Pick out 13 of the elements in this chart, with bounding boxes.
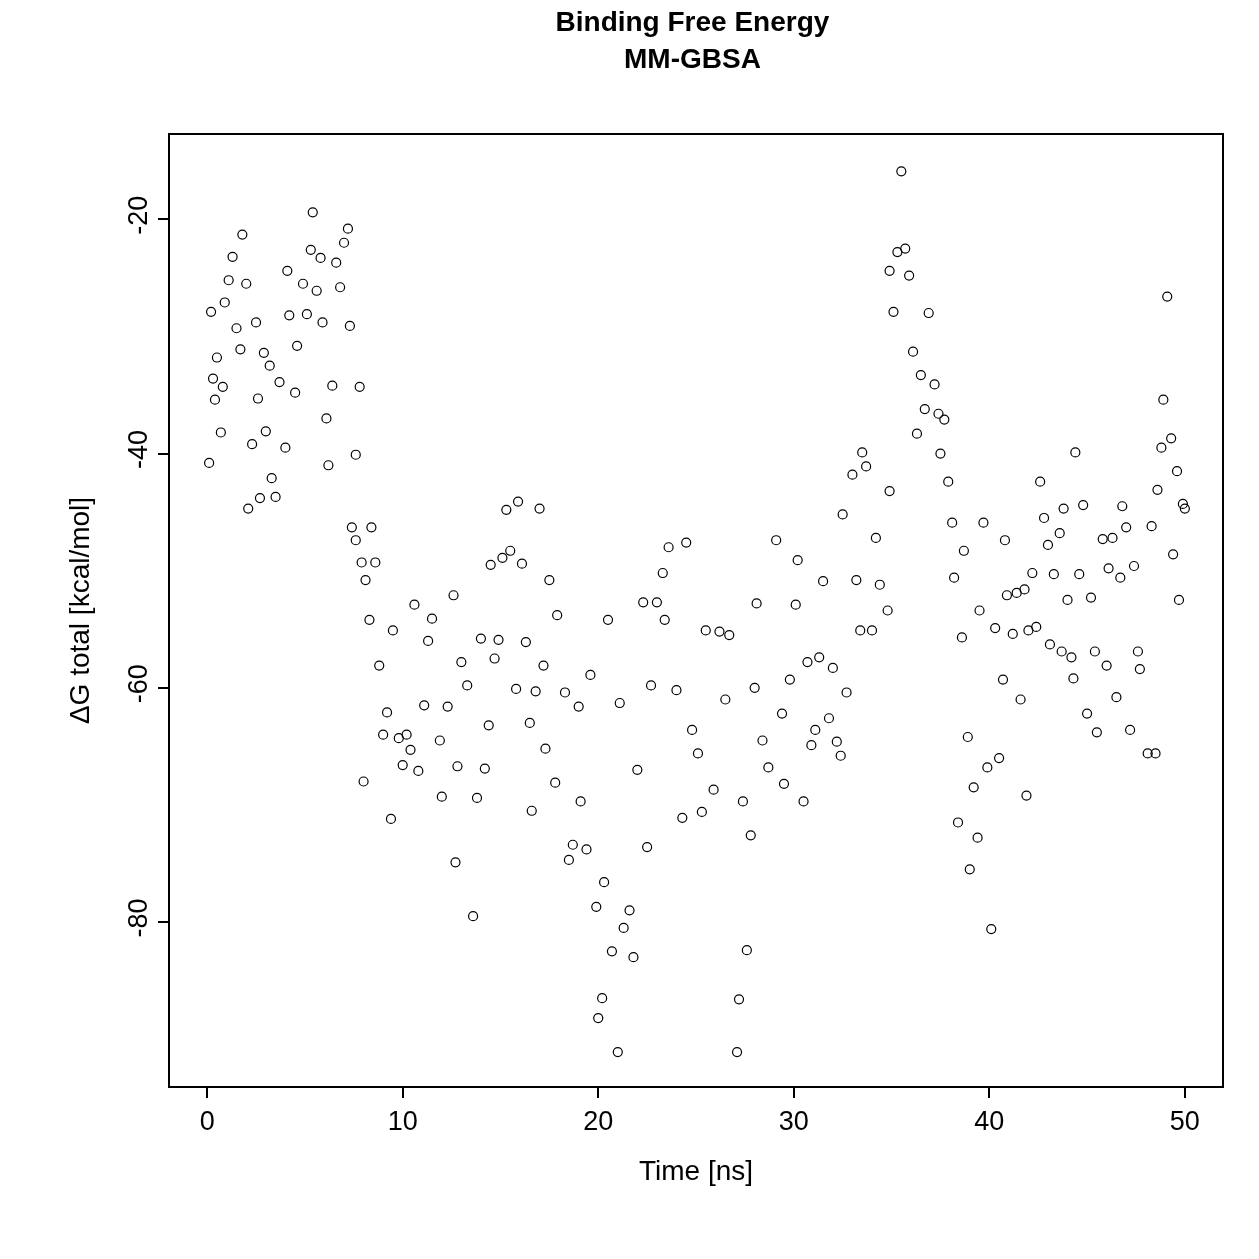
y-tick-label: -60 <box>123 664 154 704</box>
x-axis-title: Time [ns] <box>638 1155 754 1186</box>
x-tick-label: 50 <box>1169 1106 1200 1137</box>
y-tick-label: -80 <box>123 898 154 938</box>
y-axis-title: ΔG total [kcal/mol] <box>64 496 96 725</box>
y-tick-label: -40 <box>123 429 154 470</box>
x-tick-label: 30 <box>778 1106 809 1137</box>
x-tick-label: 20 <box>583 1106 614 1137</box>
x-tick-label: 40 <box>974 1106 1005 1137</box>
y-tick-label: -20 <box>123 195 154 235</box>
x-tick-label: 10 <box>387 1106 418 1137</box>
x-tick-label: 0 <box>199 1106 215 1137</box>
chart-title: Binding Free Energy MM-GBSA <box>555 6 830 74</box>
